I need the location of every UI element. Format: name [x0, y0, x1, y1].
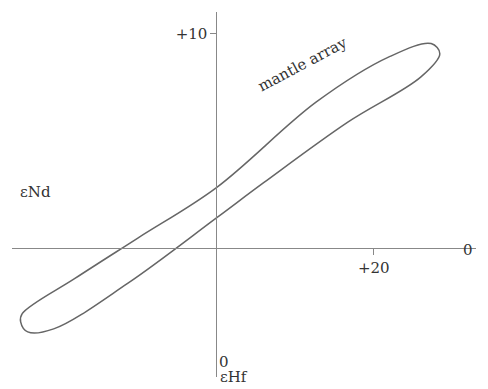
svg-text:εHf: εHf	[220, 368, 248, 386]
svg-text:0: 0	[219, 353, 229, 371]
svg-text:+10: +10	[176, 25, 208, 43]
svg-text:mantle array: mantle array	[255, 33, 350, 95]
svg-text:0: 0	[463, 241, 473, 259]
svg-text:+20: +20	[358, 259, 390, 277]
svg-text:εNd: εNd	[20, 183, 51, 201]
